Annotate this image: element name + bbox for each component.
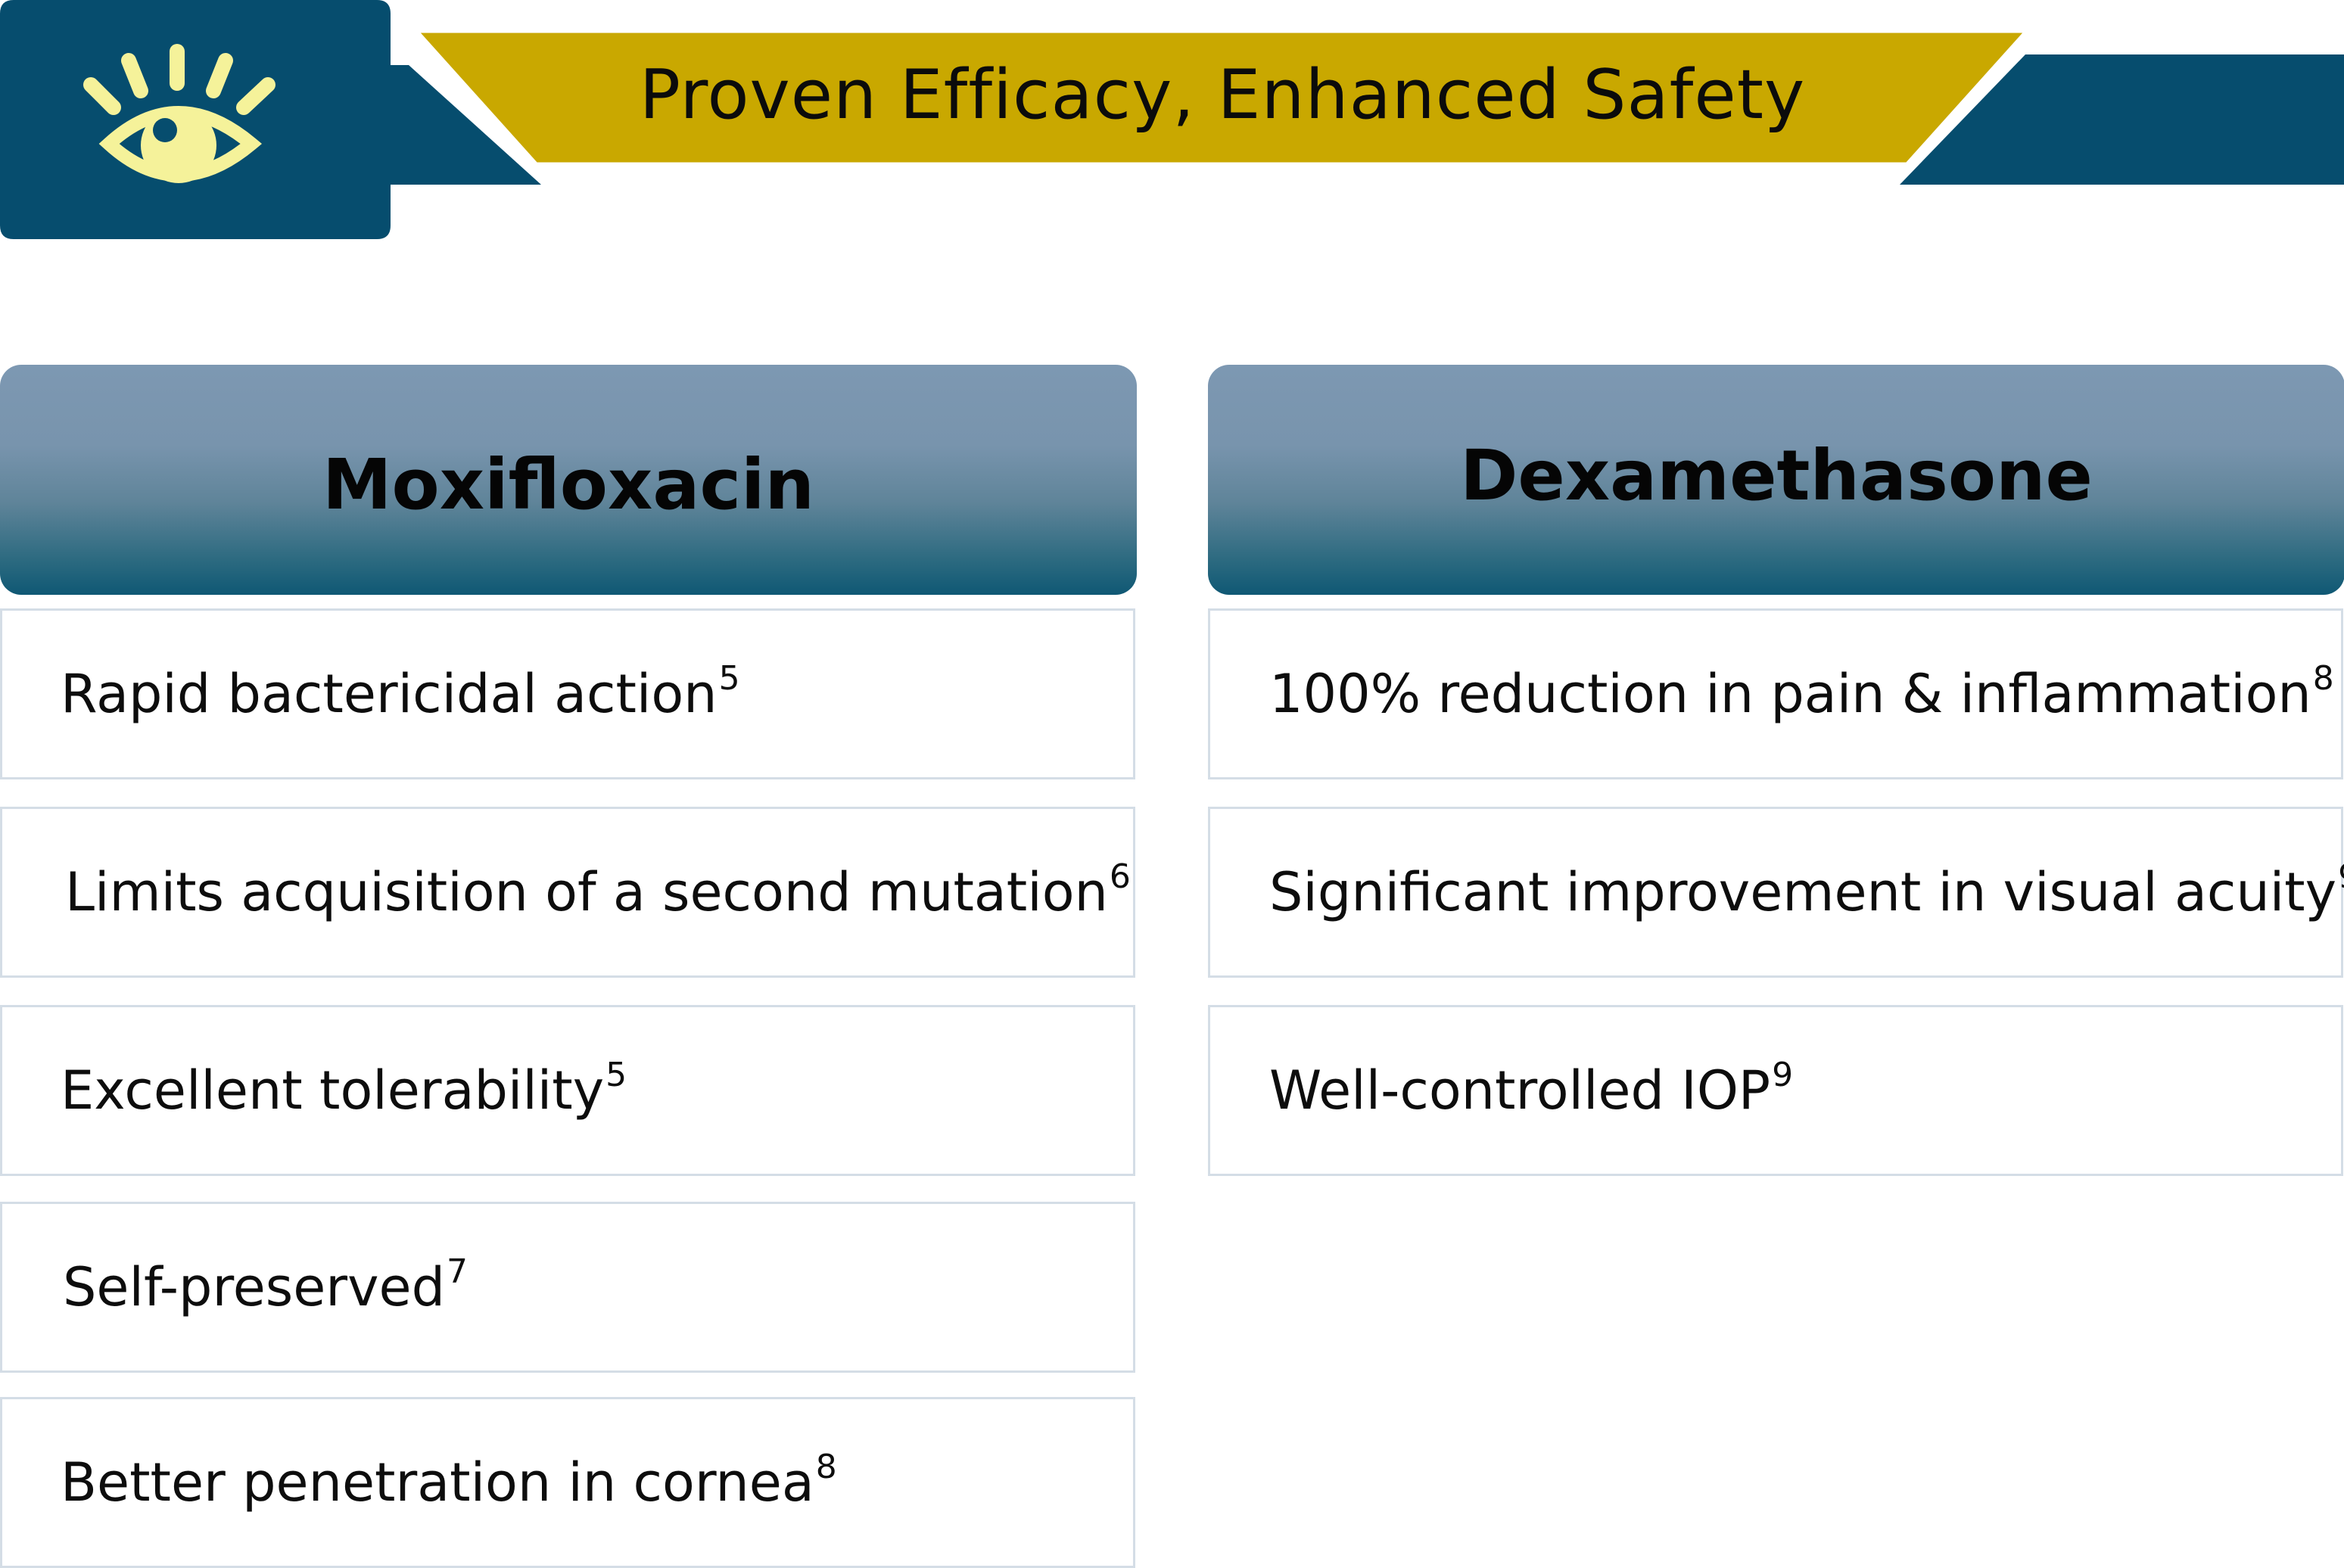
column-title: Dexamethasone [1460,434,2093,516]
column-header: Moxifloxacin [0,365,1137,595]
reference-number: 8 [815,1448,837,1486]
item-text: Significant improvement in visual acuity… [1269,857,2344,923]
list-item: Rapid bactericidal action5 [0,608,1135,779]
column-title: Moxifloxacin [322,443,815,525]
page-title: Proven Efficacy, Enhanced Safety [639,54,1806,135]
banner-right-block [1900,54,2344,185]
list-item: Excellent tolerability5 [0,1005,1135,1176]
item-text: 100% reduction in pain & inflammation8 [1269,659,2334,725]
item-text: Limits acquisition of a second mutation6 [65,857,1131,923]
dexamethasone-column: Dexamethasone 100% reduction in pain & i… [1208,365,2344,1176]
eye-icon [83,44,275,183]
reference-number: 8 [2312,659,2334,698]
item-text: Well-controlled IOP9 [1269,1056,1794,1122]
list-item: Better penetration in cornea8 [0,1397,1135,1568]
item-text: Better penetration in cornea8 [61,1448,837,1514]
list-item: Well-controlled IOP9 [1208,1005,2343,1176]
column-header: Dexamethasone [1208,365,2344,595]
list-item: Limits acquisition of a second mutation6 [0,807,1135,978]
reference-number: 5 [605,1056,627,1094]
reference-number: 5 [718,659,740,698]
list-item: Significant improvement in visual acuity… [1208,807,2344,978]
list-item: 100% reduction in pain & inflammation8 [1208,608,2343,779]
reference-number: 6 [1109,857,1131,896]
banner-gold-ribbon [409,27,2034,168]
item-text: Excellent tolerability5 [61,1056,627,1122]
reference-number: 9 [1772,1056,1794,1094]
reference-number: 9 [2338,857,2344,896]
list-item: Self-preserved7 [0,1202,1135,1373]
reference-number: 7 [447,1252,468,1291]
item-text: Rapid bactericidal action5 [61,659,740,725]
moxifloxacin-column: Moxifloxacin Rapid bactericidal action5 … [0,365,1137,1568]
item-text: Self-preserved7 [63,1252,468,1318]
